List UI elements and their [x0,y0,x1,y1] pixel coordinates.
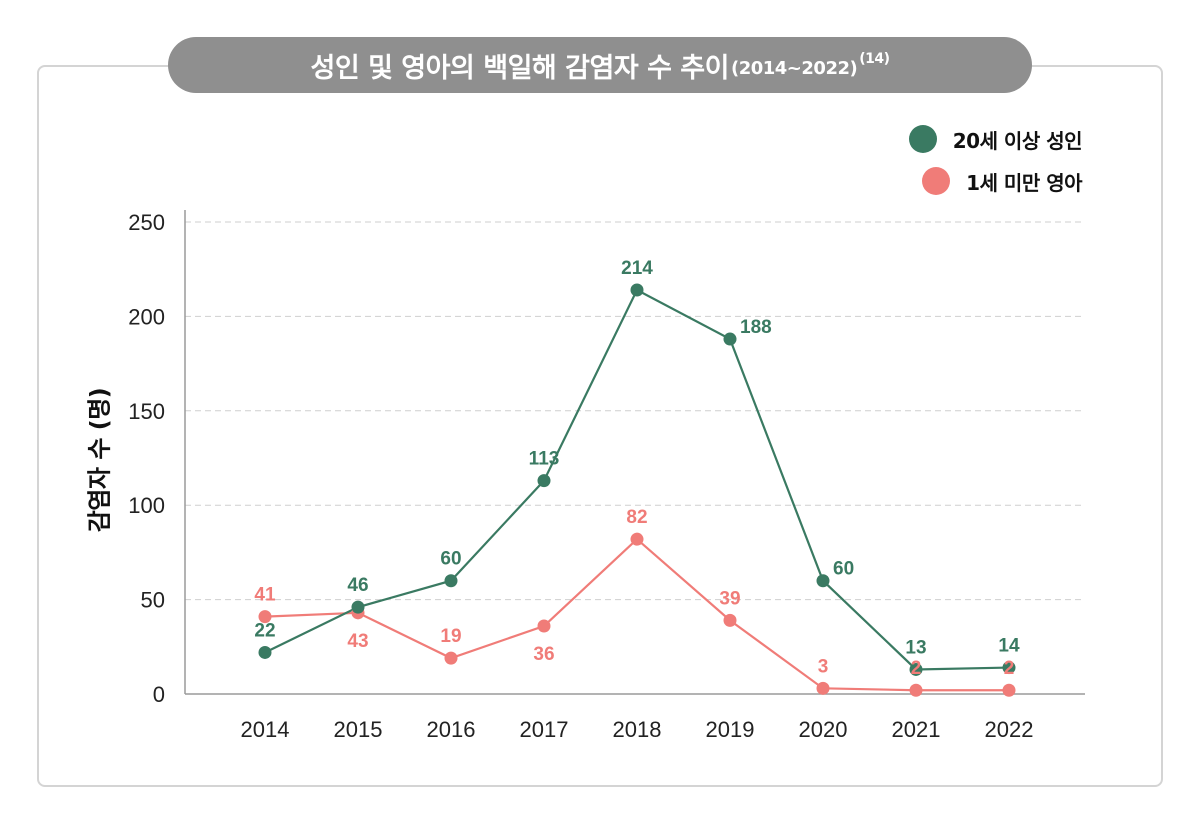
data-label-infant: 3 [818,656,829,677]
y-tick-label: 250 [128,210,165,235]
data-point-adult [351,600,365,614]
data-point-adult [1002,661,1016,675]
data-label-infant: 43 [347,631,368,652]
x-tick-label: 2020 [799,717,848,742]
data-point-infant [723,613,737,627]
data-label-adult: 113 [529,449,560,470]
series-line-infant [264,537,1009,692]
y-tick-label: 150 [128,399,165,424]
legend-dot-infant [922,167,951,195]
y-tick-label: 200 [128,304,165,329]
data-label-adult: 60 [440,549,461,570]
legend-label-infant: 1세 미만 영아 [966,170,1082,195]
legend-label-adult: 20세 이상 성인 [952,128,1083,153]
series-line-adult [264,288,1010,671]
x-tick-label: 2015 [334,717,383,742]
data-label-infant: 36 [533,644,554,665]
legend-item-infant: 1세 미만 영아 [909,160,1082,202]
data-label-adult: 214 [621,258,653,279]
data-point-infant [444,651,458,665]
data-point-infant [1002,683,1016,697]
legend: 20세 이상 성인 1세 미만 영아 [908,118,1083,202]
data-label-infant: 2 [1004,658,1015,679]
legend-item-adult: 20세 이상 성인 [908,118,1083,160]
data-label-infant: 41 [254,585,276,606]
title-footnote: (14) [859,51,890,67]
data-label-adult: 13 [905,637,926,658]
x-tick-label: 2019 [706,717,755,742]
data-label-adult: 14 [998,636,1020,657]
chart-title: 성인 및 영아의 백일해 감염자 수 추이 (2014~2022) (14) [168,37,1032,93]
data-point-adult [537,474,551,488]
data-point-adult [723,332,737,346]
data-label-infant: 2 [911,658,922,679]
data-point-infant [630,532,644,546]
data-point-infant [816,681,830,695]
data-label-infant: 82 [626,507,647,528]
data-point-adult [816,574,830,588]
x-tick-label: 2022 [985,717,1034,742]
data-point-adult [630,283,644,297]
x-tick-label: 2017 [520,717,569,742]
title-range: (2014~2022) [730,57,858,79]
data-label-infant: 39 [719,588,740,609]
data-point-infant [909,683,923,697]
data-label-adult: 60 [833,559,854,580]
data-label-adult: 22 [254,620,275,641]
x-tick-label: 2018 [613,717,662,742]
y-tick-label: 100 [128,493,165,518]
data-label-adult: 46 [347,575,368,596]
data-point-adult [258,645,272,659]
y-tick-label: 50 [141,588,165,613]
title-main: 성인 및 영아의 백일해 감염자 수 추이 [310,52,729,84]
data-label-adult: 188 [740,317,772,338]
data-point-infant [258,610,272,624]
x-tick-label: 2014 [241,717,290,742]
data-point-adult [909,662,923,676]
legend-dot-adult [908,125,937,153]
x-tick-label: 2021 [892,717,941,742]
data-point-adult [444,574,458,588]
y-tick-label: 0 [153,682,165,707]
x-tick-label: 2016 [427,717,476,742]
data-point-infant [537,619,551,633]
data-label-infant: 19 [440,626,461,647]
